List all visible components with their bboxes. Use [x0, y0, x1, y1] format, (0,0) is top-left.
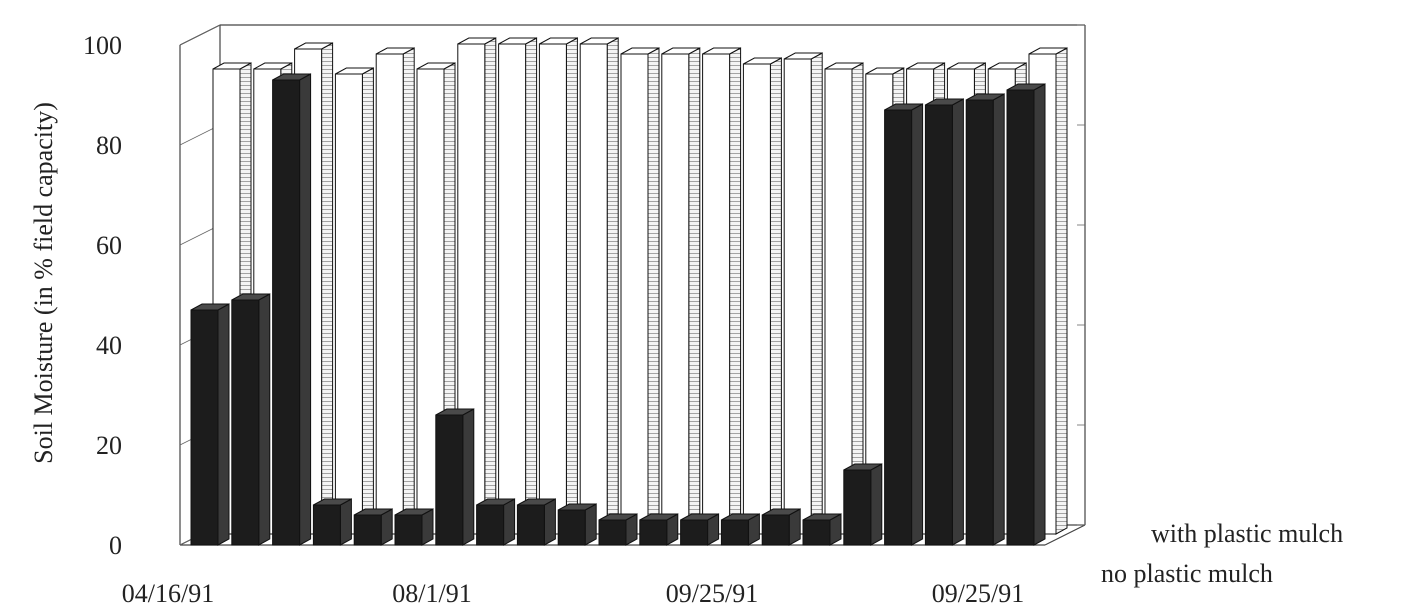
- bar-no-plastic-mulch: [639, 513, 679, 546]
- bar-group-back: [824, 62, 864, 535]
- series-no-plastic-mulch: [190, 73, 1046, 546]
- x-axis-ticks: 04/16/91 08/1/91 09/25/91 09/25/91: [122, 579, 1024, 608]
- bar-group-back: [538, 37, 578, 535]
- bar-no-plastic-mulch: [924, 98, 964, 546]
- bar-no-plastic-mulch: [1006, 83, 1046, 546]
- y-tick-label: 80: [96, 131, 122, 160]
- bar-group-back: [620, 47, 660, 535]
- y-tick-label: 20: [96, 431, 122, 460]
- bar-no-plastic-mulch: [312, 498, 352, 546]
- x-tick-label: 08/1/91: [392, 579, 471, 608]
- bar-with-plastic-mulch: [742, 57, 782, 535]
- bar-group-back: [498, 37, 538, 535]
- gridline-left: [179, 24, 221, 46]
- bar-no-plastic-mulch: [516, 498, 556, 546]
- bar-with-plastic-mulch: [375, 47, 415, 535]
- x-tick-label: 04/16/91: [122, 579, 214, 608]
- y-axis-title: Soil Moisture (in % field capacity): [29, 102, 58, 464]
- bar-no-plastic-mulch: [476, 498, 516, 546]
- bar-no-plastic-mulch: [353, 508, 393, 546]
- bar-no-plastic-mulch: [884, 103, 924, 546]
- bar-no-plastic-mulch: [720, 513, 760, 546]
- bar-no-plastic-mulch: [843, 463, 883, 546]
- bar-no-plastic-mulch: [761, 508, 801, 546]
- bar-with-plastic-mulch: [783, 52, 823, 535]
- bar-with-plastic-mulch: [702, 47, 742, 535]
- bar-group-back: [783, 52, 823, 535]
- bar-no-plastic-mulch: [680, 513, 720, 546]
- bar-group-back: [375, 47, 415, 535]
- x-tick-label: 09/25/91: [932, 579, 1024, 608]
- bar-with-plastic-mulch: [661, 47, 701, 535]
- bar-no-plastic-mulch: [231, 293, 271, 546]
- y-axis-ticks: 0 20 40 60 80 100: [83, 24, 1085, 560]
- bar-with-plastic-mulch: [824, 62, 864, 535]
- bar-with-plastic-mulch: [334, 67, 374, 535]
- bar-with-plastic-mulch: [579, 37, 619, 535]
- legend-with-plastic-mulch: with plastic mulch: [1151, 519, 1343, 548]
- bar-no-plastic-mulch: [435, 408, 475, 546]
- bar-no-plastic-mulch: [557, 503, 597, 546]
- y-tick-label: 60: [96, 231, 122, 260]
- y-tick-label: 100: [83, 31, 122, 60]
- bar-no-plastic-mulch: [394, 508, 434, 546]
- y-tick-label: 40: [96, 331, 122, 360]
- bar-group-back: [661, 47, 701, 535]
- bar-with-plastic-mulch: [498, 37, 538, 535]
- bar-no-plastic-mulch: [272, 73, 312, 546]
- bar-group-back: [742, 57, 782, 535]
- bar-group-back: [579, 37, 619, 535]
- bar-group-back: [702, 47, 742, 535]
- bar-no-plastic-mulch: [598, 513, 638, 546]
- bar-with-plastic-mulch: [538, 37, 578, 535]
- legend-no-plastic-mulch: no plastic mulch: [1101, 559, 1273, 588]
- bar-no-plastic-mulch: [802, 513, 842, 546]
- floor-right-edge: [1044, 524, 1086, 546]
- bar-no-plastic-mulch: [965, 93, 1005, 546]
- bar-group-back: [334, 67, 374, 535]
- x-tick-label: 09/25/91: [666, 579, 758, 608]
- bar-no-plastic-mulch: [190, 303, 230, 546]
- bar-with-plastic-mulch: [620, 47, 660, 535]
- y-tick-label: 0: [109, 531, 122, 560]
